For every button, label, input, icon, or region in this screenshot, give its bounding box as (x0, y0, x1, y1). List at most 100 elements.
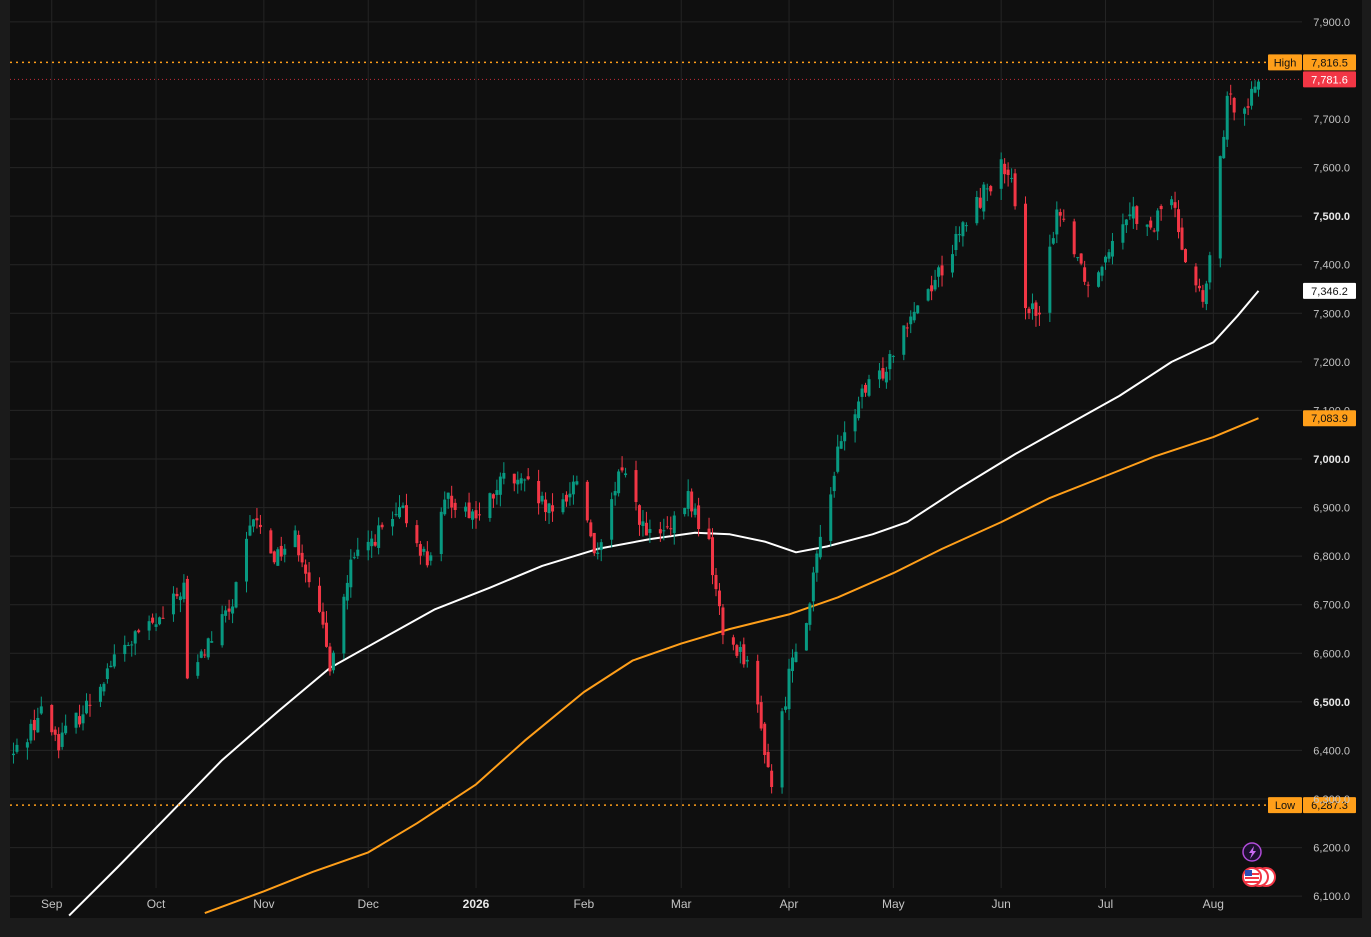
price-tag-box (1303, 71, 1356, 88)
candle-body (370, 538, 374, 547)
us-flag-canton (1245, 870, 1252, 876)
candle-body (1079, 253, 1083, 264)
candle-body (446, 492, 450, 499)
candle-body (989, 186, 993, 192)
candle-body (804, 623, 808, 651)
candle-body (366, 541, 370, 551)
candle-body (53, 729, 57, 735)
price-tick-label: 7,600.0 (1313, 163, 1350, 175)
candle-body (1135, 206, 1139, 224)
price-tick-label: 7,400.0 (1313, 260, 1350, 272)
candle-body (1149, 220, 1153, 228)
candle-body (276, 549, 280, 566)
candle-body (1243, 108, 1247, 114)
candle-body (1201, 290, 1205, 302)
candle-body (1194, 266, 1198, 286)
time-tick-label: May (882, 897, 905, 911)
moving-average-line-white (68, 290, 1260, 917)
candle-body (133, 631, 137, 644)
candle-body (210, 641, 214, 643)
candle-body (589, 522, 593, 537)
candle-body (551, 505, 555, 512)
candle-body (196, 662, 200, 676)
candle-body (954, 233, 958, 250)
candle-body (324, 622, 328, 647)
candle-body (1145, 224, 1149, 227)
price-tag-box (1303, 282, 1356, 299)
candle-body (957, 234, 961, 236)
candle-body (843, 432, 847, 442)
candle-body (950, 254, 954, 273)
candle-body (857, 401, 861, 419)
candle-body (665, 526, 669, 528)
candle-body (516, 479, 520, 485)
candle-body (283, 548, 287, 555)
candle-body (394, 514, 398, 516)
candle-body (234, 582, 238, 608)
candle-body (707, 528, 711, 539)
candle-body (891, 355, 895, 357)
candle-body (224, 610, 228, 616)
candle-body (999, 159, 1003, 189)
price-tick-label: 6,800.0 (1313, 551, 1350, 563)
candle-body (742, 644, 746, 665)
candle-body (669, 528, 673, 530)
candle-body (88, 704, 92, 706)
price-tick-label: 6,100.0 (1313, 891, 1350, 903)
candle-body (15, 744, 19, 752)
candle-body (672, 515, 676, 534)
candle-body (547, 503, 551, 514)
candle-body (978, 197, 982, 208)
candle-body (227, 608, 231, 612)
candle-body (585, 481, 589, 521)
candle-body (916, 305, 920, 314)
candle-body (418, 544, 422, 556)
candle-body (342, 596, 346, 654)
candle-body (610, 499, 614, 540)
candle-body (404, 505, 408, 524)
candle-body (832, 475, 836, 492)
candle-body (738, 647, 742, 652)
candle-body (1083, 267, 1087, 282)
candle-body (1097, 272, 1101, 287)
candle-body (540, 495, 544, 502)
high-label-box (1268, 54, 1302, 71)
candle-body (1110, 240, 1114, 257)
candle-body (985, 188, 989, 190)
candle-body (717, 590, 721, 607)
candle-body (60, 732, 64, 747)
candle-body (74, 712, 78, 728)
candle-body (1197, 285, 1201, 289)
candle-body (175, 593, 179, 597)
us-flag-stripe (1245, 881, 1259, 883)
candle-body (422, 548, 426, 552)
candle-body (836, 446, 840, 472)
candle-body (624, 473, 628, 476)
candle-body (1037, 312, 1041, 315)
candle-body (255, 518, 259, 521)
event-icons[interactable] (1242, 842, 1276, 887)
candle-body (1003, 163, 1007, 175)
moving-average-layer (68, 290, 1260, 917)
candle-body (154, 624, 158, 627)
candle-body (206, 638, 210, 658)
price-tick-label: 7,200.0 (1313, 357, 1350, 369)
candle-body (1156, 210, 1160, 232)
candle-body (808, 603, 812, 625)
candle-body (279, 545, 283, 557)
candle-body (199, 651, 203, 658)
candle-body (39, 706, 43, 714)
candle-body (137, 630, 141, 633)
candle-body (391, 519, 395, 527)
candlestick-series (11, 79, 1261, 794)
candle-body (964, 225, 968, 227)
price-axis-area[interactable] (1302, 0, 1362, 918)
candle-body (178, 596, 182, 601)
candle-body (926, 289, 930, 301)
candle-body (784, 706, 788, 710)
candle-body (686, 491, 690, 509)
candle-body (523, 479, 527, 481)
candle-body (756, 660, 760, 705)
candle-body (345, 582, 349, 601)
